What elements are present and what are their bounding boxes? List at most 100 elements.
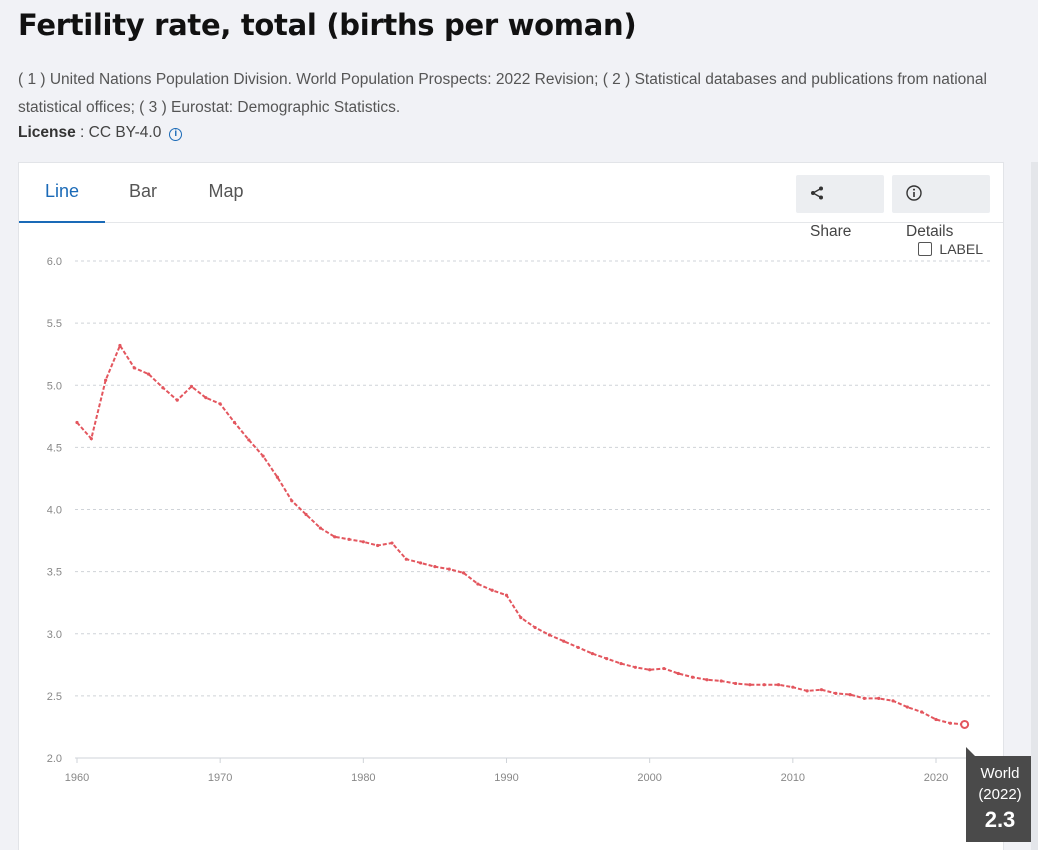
tab-bar[interactable]: Bar xyxy=(128,181,157,201)
y-tick-label: 3.0 xyxy=(47,629,62,641)
data-point xyxy=(146,372,151,376)
data-point xyxy=(934,717,938,722)
data-point xyxy=(776,683,781,687)
data-point xyxy=(318,526,322,530)
data-point xyxy=(175,398,179,402)
data-point xyxy=(633,665,637,669)
data-point xyxy=(390,541,394,545)
data-point xyxy=(347,537,351,541)
info-circle-icon xyxy=(906,185,922,202)
x-tick-label: 2020 xyxy=(924,772,948,784)
info-icon[interactable]: i xyxy=(169,128,183,141)
data-point xyxy=(705,678,709,682)
y-tick-label: 4.0 xyxy=(47,505,62,517)
data-point xyxy=(920,710,924,714)
data-point xyxy=(791,685,795,689)
x-tick-label: 2000 xyxy=(637,772,661,784)
x-tick-label: 1990 xyxy=(494,772,518,784)
data-point xyxy=(218,402,222,406)
share-label: Share xyxy=(810,223,852,240)
y-tick-label: 2.5 xyxy=(47,691,62,703)
y-tick-label: 5.0 xyxy=(47,380,62,392)
tab-map[interactable]: Map xyxy=(208,181,244,201)
data-point xyxy=(161,386,165,390)
data-point xyxy=(433,565,437,569)
tooltip-country: World xyxy=(980,765,1020,782)
data-point xyxy=(805,689,809,693)
y-tick-label: 5.5 xyxy=(47,318,62,330)
details-label: Details xyxy=(906,223,954,240)
sidebar-edge xyxy=(1031,162,1038,850)
data-point xyxy=(104,378,108,382)
data-point xyxy=(232,420,237,425)
license-label: License xyxy=(18,124,76,141)
license-value: : CC BY-4.0 xyxy=(75,124,162,141)
tooltip-year: (2022) xyxy=(978,786,1022,803)
share-icon xyxy=(810,185,824,202)
data-point xyxy=(89,437,93,441)
data-point xyxy=(905,705,909,709)
y-tick-label: 2.0 xyxy=(47,753,62,765)
data-point xyxy=(948,721,952,725)
data-point xyxy=(447,567,451,571)
data-point xyxy=(490,588,494,592)
data-point xyxy=(877,696,881,700)
data-point xyxy=(533,625,537,630)
data-point xyxy=(304,512,308,517)
sources-text: ( 1 ) United Nations Population Division… xyxy=(18,71,987,116)
data-point xyxy=(691,675,695,679)
data-point xyxy=(419,561,423,565)
data-point xyxy=(819,688,824,692)
x-tick-label: 1960 xyxy=(65,772,89,784)
details-button[interactable]: Details xyxy=(892,175,990,240)
data-point xyxy=(676,671,680,676)
chart-card: Line Bar Map Share Details LABEL xyxy=(18,162,1004,850)
data-point xyxy=(290,499,294,503)
data-point xyxy=(848,693,852,697)
data-point xyxy=(204,396,208,400)
data-point xyxy=(619,661,623,666)
label-toggle[interactable]: LABEL xyxy=(918,241,983,257)
data-point xyxy=(576,645,580,650)
label-toggle-text: LABEL xyxy=(939,241,983,257)
data-point xyxy=(762,683,766,687)
data-point xyxy=(834,691,838,695)
data-point xyxy=(648,668,652,672)
x-tick-label: 1980 xyxy=(351,772,375,784)
data-point xyxy=(132,366,136,370)
data-point xyxy=(547,633,552,637)
license-line: License : CC BY-4.0 i xyxy=(18,124,183,142)
data-point xyxy=(605,657,609,661)
tooltip-value: 2.3 xyxy=(984,807,1016,832)
data-point xyxy=(590,652,595,656)
data-point xyxy=(247,438,251,442)
data-point xyxy=(862,696,867,700)
series-line-world xyxy=(76,343,965,726)
data-point xyxy=(333,535,337,539)
tooltip: World (2022) 2.3 xyxy=(966,747,1034,842)
data-point xyxy=(891,699,895,703)
data-point xyxy=(748,683,752,687)
y-tick-label: 4.5 xyxy=(47,442,62,454)
y-tick-label: 3.5 xyxy=(47,567,62,579)
data-point-highlight xyxy=(960,719,970,729)
data-point xyxy=(662,666,666,671)
data-point xyxy=(461,571,466,575)
data-point xyxy=(118,343,122,348)
data-point xyxy=(361,540,365,544)
data-point xyxy=(504,593,509,597)
data-point xyxy=(404,557,408,561)
share-button[interactable]: Share xyxy=(796,175,884,240)
data-point xyxy=(376,543,380,548)
page-title: Fertility rate, total (births per woman) xyxy=(18,8,637,42)
data-point xyxy=(562,639,566,643)
data-point xyxy=(519,615,523,620)
label-checkbox[interactable] xyxy=(918,242,933,256)
x-tick-label: 2010 xyxy=(781,772,805,784)
data-point xyxy=(261,454,265,458)
data-point xyxy=(189,384,194,389)
data-point xyxy=(476,582,480,586)
tab-line[interactable]: Line xyxy=(19,163,105,223)
chart-tabs: Line Bar Map Share Details xyxy=(19,163,1003,240)
